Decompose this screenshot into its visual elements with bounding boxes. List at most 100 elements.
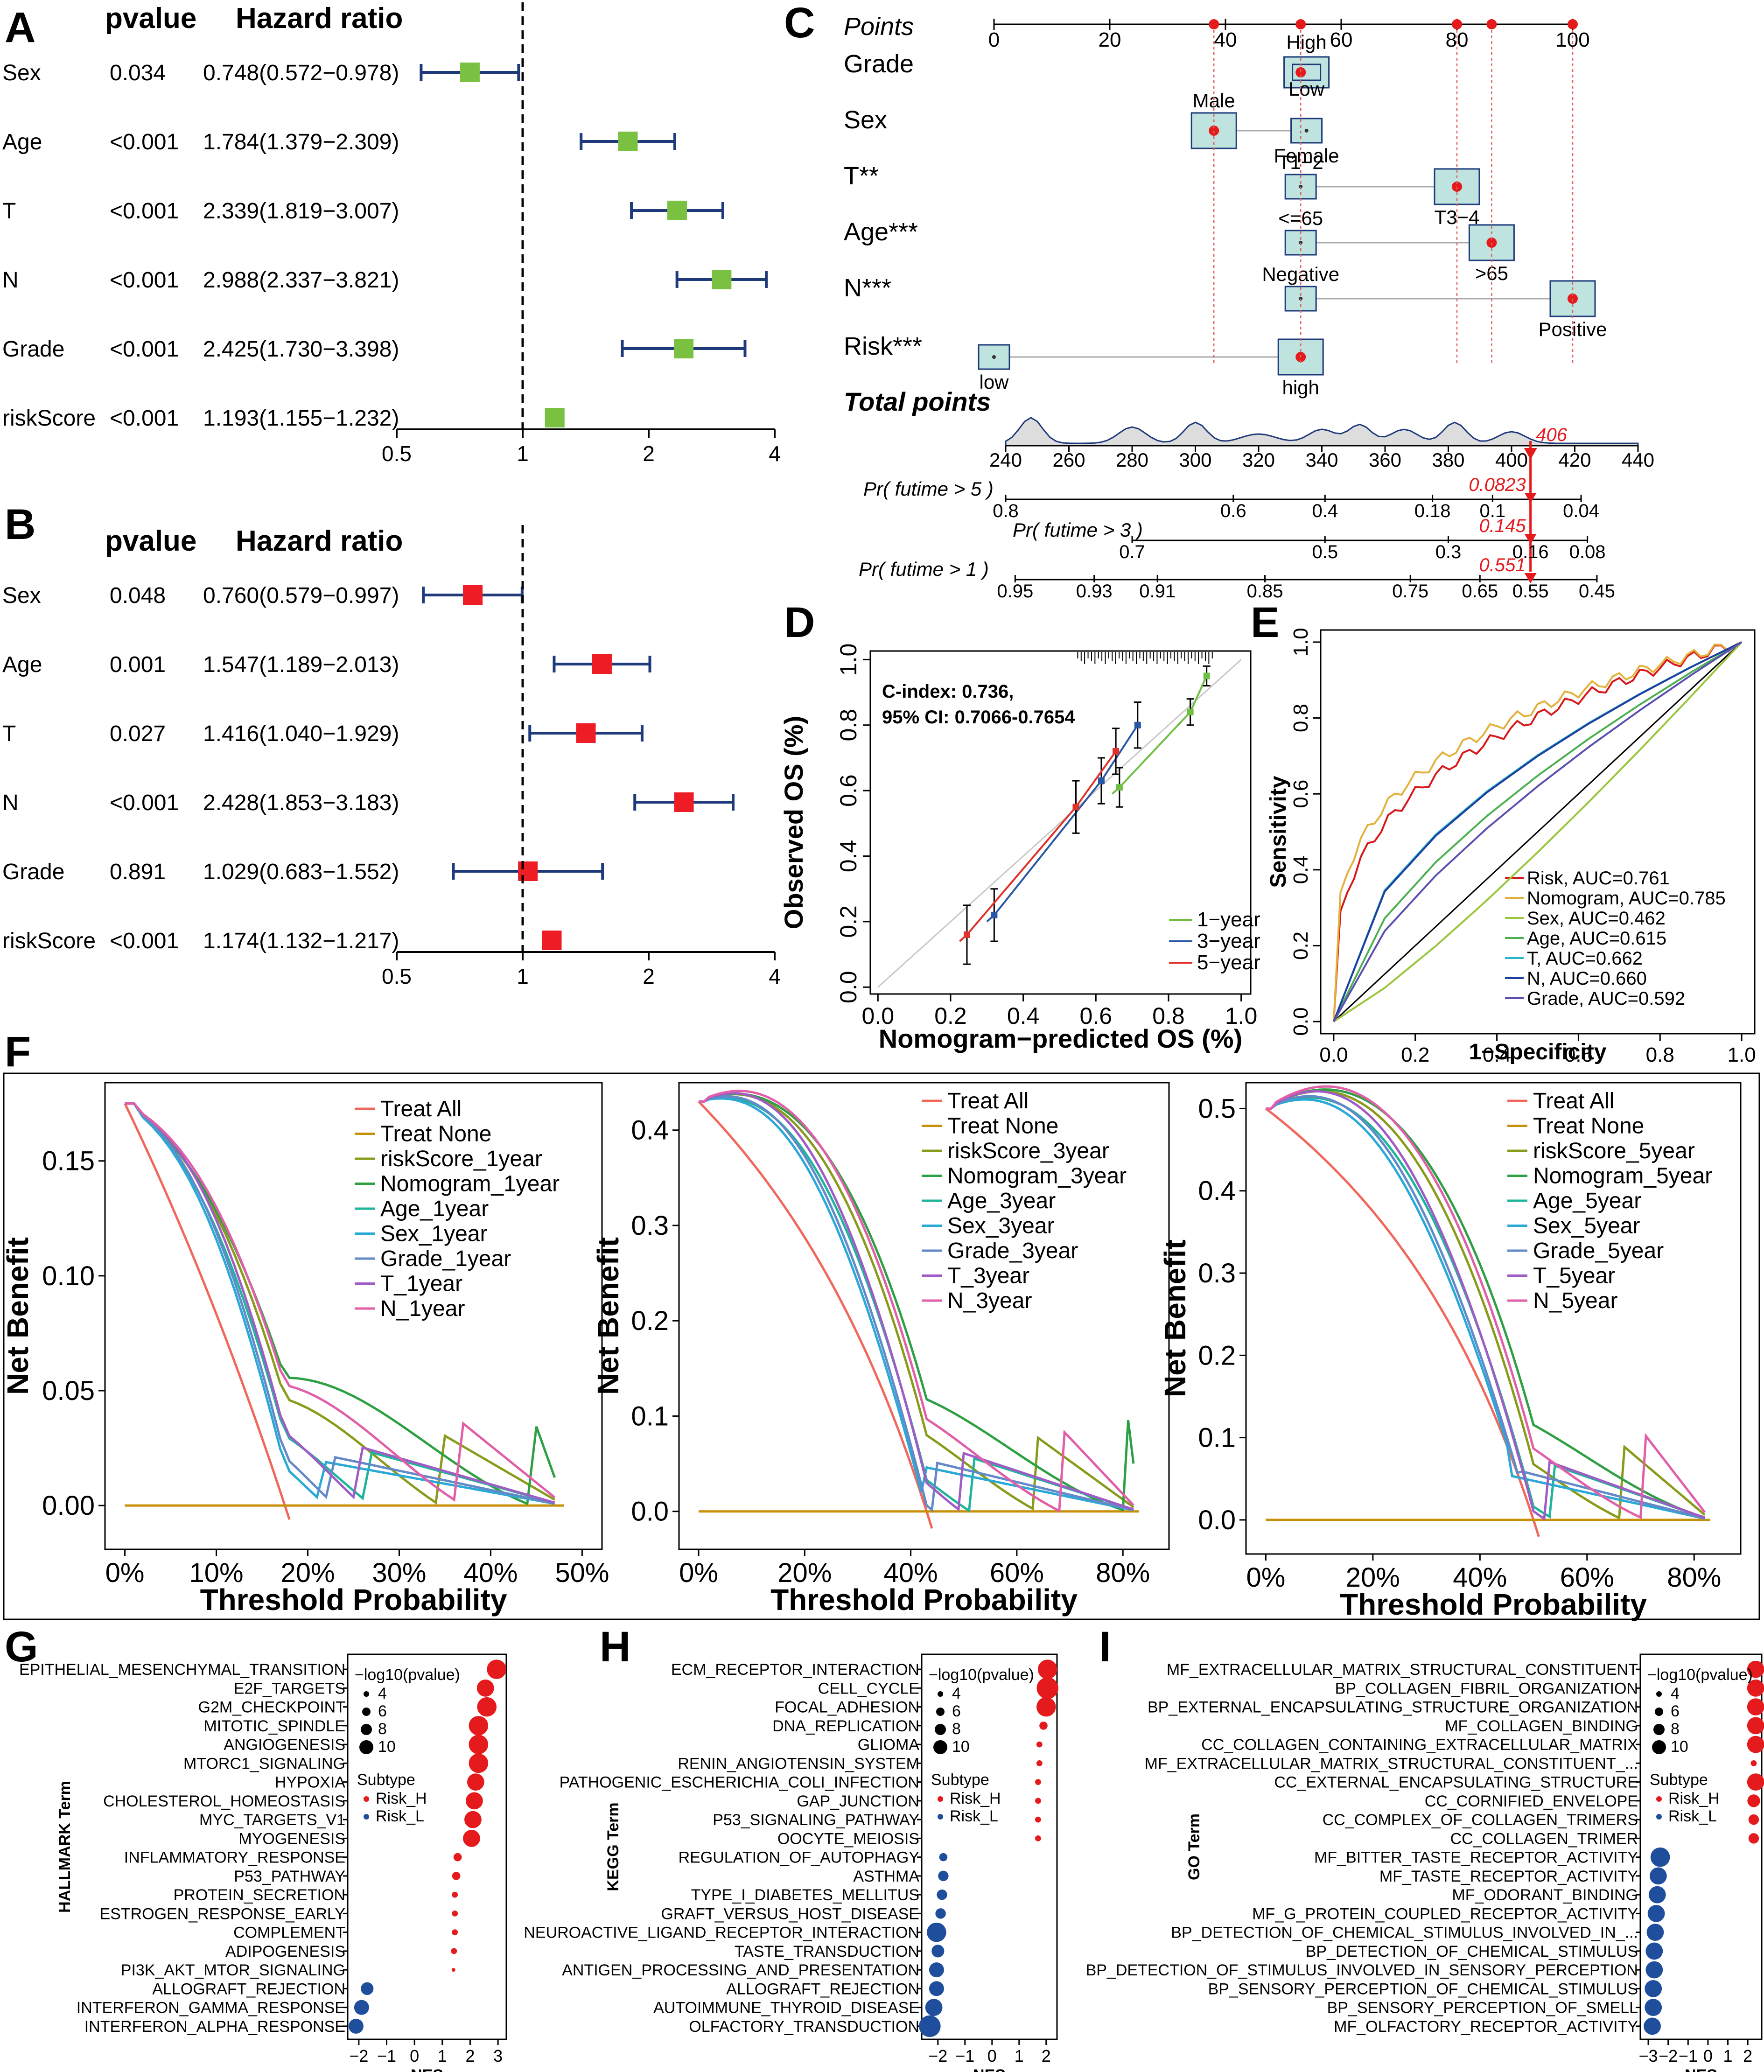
roc-x-label: 1−Specificity — [1469, 1040, 1607, 1064]
gsea-term-label: FOCAL_ADHESION — [775, 1699, 919, 1716]
dca-legend-label: Nomogram_5year — [1533, 1164, 1712, 1189]
gsea-y-label: HALLMARK Term — [56, 1781, 74, 1913]
panel-label-B: B — [5, 501, 35, 548]
gsea-term-label: GLIOMA — [858, 1736, 920, 1754]
gsea-subtype-legend-label: Risk_L — [950, 1807, 998, 1825]
gsea-term-dot — [1646, 1924, 1664, 1941]
forest-row-pvalue: <0.001 — [110, 130, 179, 154]
gsea-subtype-legend-label: Risk_H — [950, 1790, 1001, 1807]
gsea-term-dot — [935, 1908, 946, 1919]
gsea-term-dot — [348, 2018, 364, 2034]
forest-row-pvalue: <0.001 — [110, 268, 179, 293]
gsea-size-legend-dot — [1656, 1691, 1662, 1697]
forest-row-hr-text: 1.174(1.132−1.217) — [203, 929, 399, 953]
forest-row-hr-text: 2.425(1.730−3.398) — [203, 337, 399, 362]
forest-x-tick-label: 0.5 — [382, 441, 412, 466]
nomogram-prob-tick-label: 0.8 — [993, 501, 1019, 521]
roc-legend-label: Risk, AUC=0.761 — [1527, 868, 1670, 889]
calibration-y-tick-label: 1.0 — [835, 644, 861, 676]
gsea-term-label: MF_G_PROTEIN_COUPLED_RECEPTOR_ACTIVITY — [1252, 1905, 1638, 1923]
roc-x-tick-label: 0.2 — [1401, 1043, 1429, 1066]
nomogram-variable-label: Sex — [844, 106, 887, 134]
gsea-term-dot — [487, 1659, 506, 1679]
nomogram-prob-tick-label: 0.85 — [1247, 581, 1283, 602]
nomogram-panel: Points 0 20 40 60 80 100GradeHighLowSexMaleFem… — [844, 13, 1654, 602]
dca-curve-treat-all — [124, 1103, 291, 1520]
dca-x-tick-label: 60% — [990, 1558, 1044, 1588]
nomogram-prob-tick-label: 0.5 — [1312, 542, 1338, 562]
nomogram-total-title: Total points — [844, 387, 991, 416]
roc-curve — [1333, 641, 1743, 1022]
dca-x-tick-label: 0% — [105, 1558, 145, 1588]
dca-x-tick-label: 0% — [679, 1558, 718, 1588]
gsea-term-label: P53_SIGNALING_PATHWAY — [713, 1811, 919, 1829]
nomogram-total-tick-label: 380 — [1432, 449, 1464, 471]
gsea-term-label: MF_OLFACTORY_RECEPTOR_ACTIVITY — [1334, 2018, 1638, 2036]
gsea-term-dot — [1645, 1961, 1663, 1979]
roc-x-tick-label: 0.8 — [1646, 1043, 1674, 1066]
nomogram-total-tick-label: 340 — [1305, 449, 1338, 471]
nomogram-level-dot — [992, 355, 996, 359]
gsea-subtype-legend-dot — [1656, 1796, 1662, 1802]
gsea-size-legend-label: 6 — [952, 1702, 961, 1720]
nomogram-selected-dot — [1295, 67, 1306, 77]
roc-curve — [1332, 641, 1742, 1022]
nomogram-total-tick-label: 400 — [1495, 449, 1528, 471]
gsea-term-label: MF_EXTRACELLULAR_MATRIX_STRUCTURAL_CONST… — [1145, 1755, 1638, 1772]
nomogram-prob-tick-label: 0.91 — [1139, 581, 1176, 602]
gsea-x-tick-label: 2 — [1042, 2046, 1051, 2065]
forest-row-pvalue: <0.001 — [110, 406, 179, 431]
calibration-x-tick-label: 0.8 — [1152, 1003, 1185, 1029]
gsea-x-tick-label: 1 — [1015, 2046, 1024, 2065]
gsea-subtype-legend-label: Risk_H — [1668, 1790, 1720, 1807]
gsea-term-dot — [1747, 1736, 1764, 1753]
calibration-annotation: C-index: 0.736, — [882, 681, 1014, 702]
gsea-term-dot — [925, 1999, 943, 2016]
gsea-size-legend-dot — [362, 1708, 371, 1716]
nomogram-prob-tick-label: 0.4 — [1312, 501, 1338, 521]
gsea-size-legend-label: 8 — [952, 1720, 961, 1738]
forest-header-pvalue: pvalue — [105, 2, 196, 35]
gsea-term-dot — [1645, 1942, 1663, 1960]
calibration-point — [1072, 804, 1079, 811]
dca-legend-label: Treat None — [947, 1114, 1058, 1139]
gsea-term-dot — [1036, 1760, 1043, 1766]
roc-y-tick-label: 1.0 — [1289, 628, 1312, 656]
dca-x-tick-label: 10% — [189, 1558, 244, 1588]
nomogram-prob-tick-label: 0.3 — [1435, 542, 1462, 562]
gsea-x-tick-label: 2 — [465, 2046, 475, 2065]
forest-row-pvalue: <0.001 — [110, 929, 179, 953]
gsea-term-label: BP_COLLAGEN_FIBRIL_ORGANIZATION — [1335, 1680, 1638, 1697]
dca-subplot-2: 0% 20% 40% 60% 80% 0.0 0.1 0.2 0.3 0.4 Threshold P… — [591, 1082, 1170, 1617]
forest-row-hr-text: 1.784(1.379−2.309) — [203, 130, 399, 154]
dca-legend-label: Sex_5year — [1533, 1214, 1640, 1239]
nomogram-prob-label: Pr( futime > 1 ) — [859, 558, 989, 580]
forest-hr-box — [518, 861, 538, 881]
dca-legend-label: Treat All — [1533, 1089, 1614, 1113]
nomogram-prob-value: 0.0823 — [1469, 475, 1526, 495]
gsea-term-dot — [469, 1735, 489, 1754]
dca-curve-model — [125, 1102, 556, 1502]
gsea-term-label: P53_PATHWAY — [234, 1868, 345, 1885]
gsea-size-legend-dot — [938, 1691, 943, 1697]
gsea-size-legend-title: −log10(pvalue) — [929, 1666, 1034, 1684]
forest-hr-box — [667, 201, 687, 220]
nomogram-points-axis-dot — [1486, 19, 1497, 29]
gsea-size-legend-dot — [361, 1724, 372, 1735]
gsea-term-label: ANGIOGENESIS — [224, 1736, 345, 1754]
gsea-term-dot — [463, 1829, 480, 1847]
roc-legend-label: Age, AUC=0.615 — [1527, 928, 1666, 949]
gsea-term-dot — [452, 1910, 458, 1917]
dca-y-tick-label: 0.00 — [42, 1491, 95, 1521]
dca-legend-label: riskScore_5year — [1533, 1139, 1695, 1163]
forest-row-pvalue: <0.001 — [110, 199, 179, 224]
gsea-term-dot — [477, 1697, 497, 1717]
gsea-size-legend-label: 4 — [378, 1685, 387, 1702]
forest-row-label: riskScore — [2, 406, 96, 431]
roc-x-tick-label: 1.0 — [1728, 1043, 1756, 1066]
dca-x-tick-label: 40% — [1453, 1562, 1507, 1593]
forest-row-hr-text: 2.428(1.853−3.183) — [203, 791, 399, 815]
roc-curve — [1333, 641, 1743, 1022]
gsea-frame — [347, 1653, 507, 2040]
